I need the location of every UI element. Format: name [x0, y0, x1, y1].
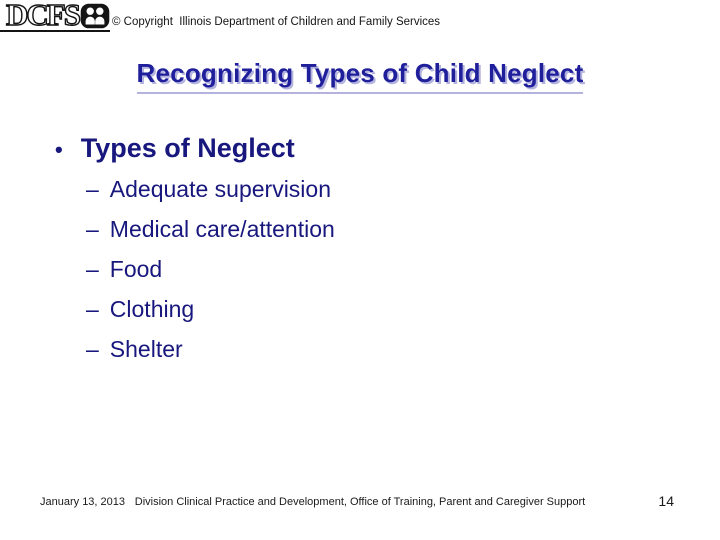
- dash-bullet-icon: –: [86, 176, 99, 202]
- list-item: – Medical care/attention: [86, 216, 335, 256]
- bullet-heading: • Types of Neglect: [55, 133, 295, 164]
- two-figures-emblem-icon: [80, 3, 110, 29]
- neglect-types-list: – Adequate supervision – Medical care/at…: [86, 176, 335, 376]
- footer-department-text: Division Clinical Practice and Developme…: [134, 496, 586, 508]
- dash-bullet-icon: –: [86, 256, 99, 282]
- slide-title-text: Recognizing Types of Child Neglect: [136, 58, 584, 94]
- bullet-heading-text: Types of Neglect: [80, 133, 295, 163]
- list-item-text: Adequate supervision: [109, 176, 332, 202]
- dash-bullet-icon: –: [86, 336, 99, 362]
- dcfs-logo-text: DCFS: [5, 0, 81, 32]
- list-item: – Adequate supervision: [86, 176, 335, 216]
- logo-underline-rule: [0, 30, 110, 32]
- page-number: 14: [650, 493, 674, 509]
- bullet-dot-icon: •: [55, 137, 63, 162]
- list-item-text: Medical care/attention: [109, 216, 335, 242]
- list-item-text: Food: [109, 256, 163, 282]
- dcfs-logo: DCFS: [5, 0, 110, 32]
- list-item: – Food: [86, 256, 335, 296]
- list-item: – Clothing: [86, 296, 335, 336]
- list-item-text: Shelter: [109, 336, 183, 362]
- footer-date: January 13, 2013: [40, 496, 134, 508]
- dash-bullet-icon: –: [86, 296, 99, 322]
- list-item-text: Clothing: [109, 296, 195, 322]
- list-item: – Shelter: [86, 336, 335, 376]
- copyright-text: © Copyright Illinois Department of Child…: [112, 16, 441, 28]
- slide-title: Recognizing Types of Child Neglect: [0, 58, 720, 94]
- dash-bullet-icon: –: [86, 216, 99, 242]
